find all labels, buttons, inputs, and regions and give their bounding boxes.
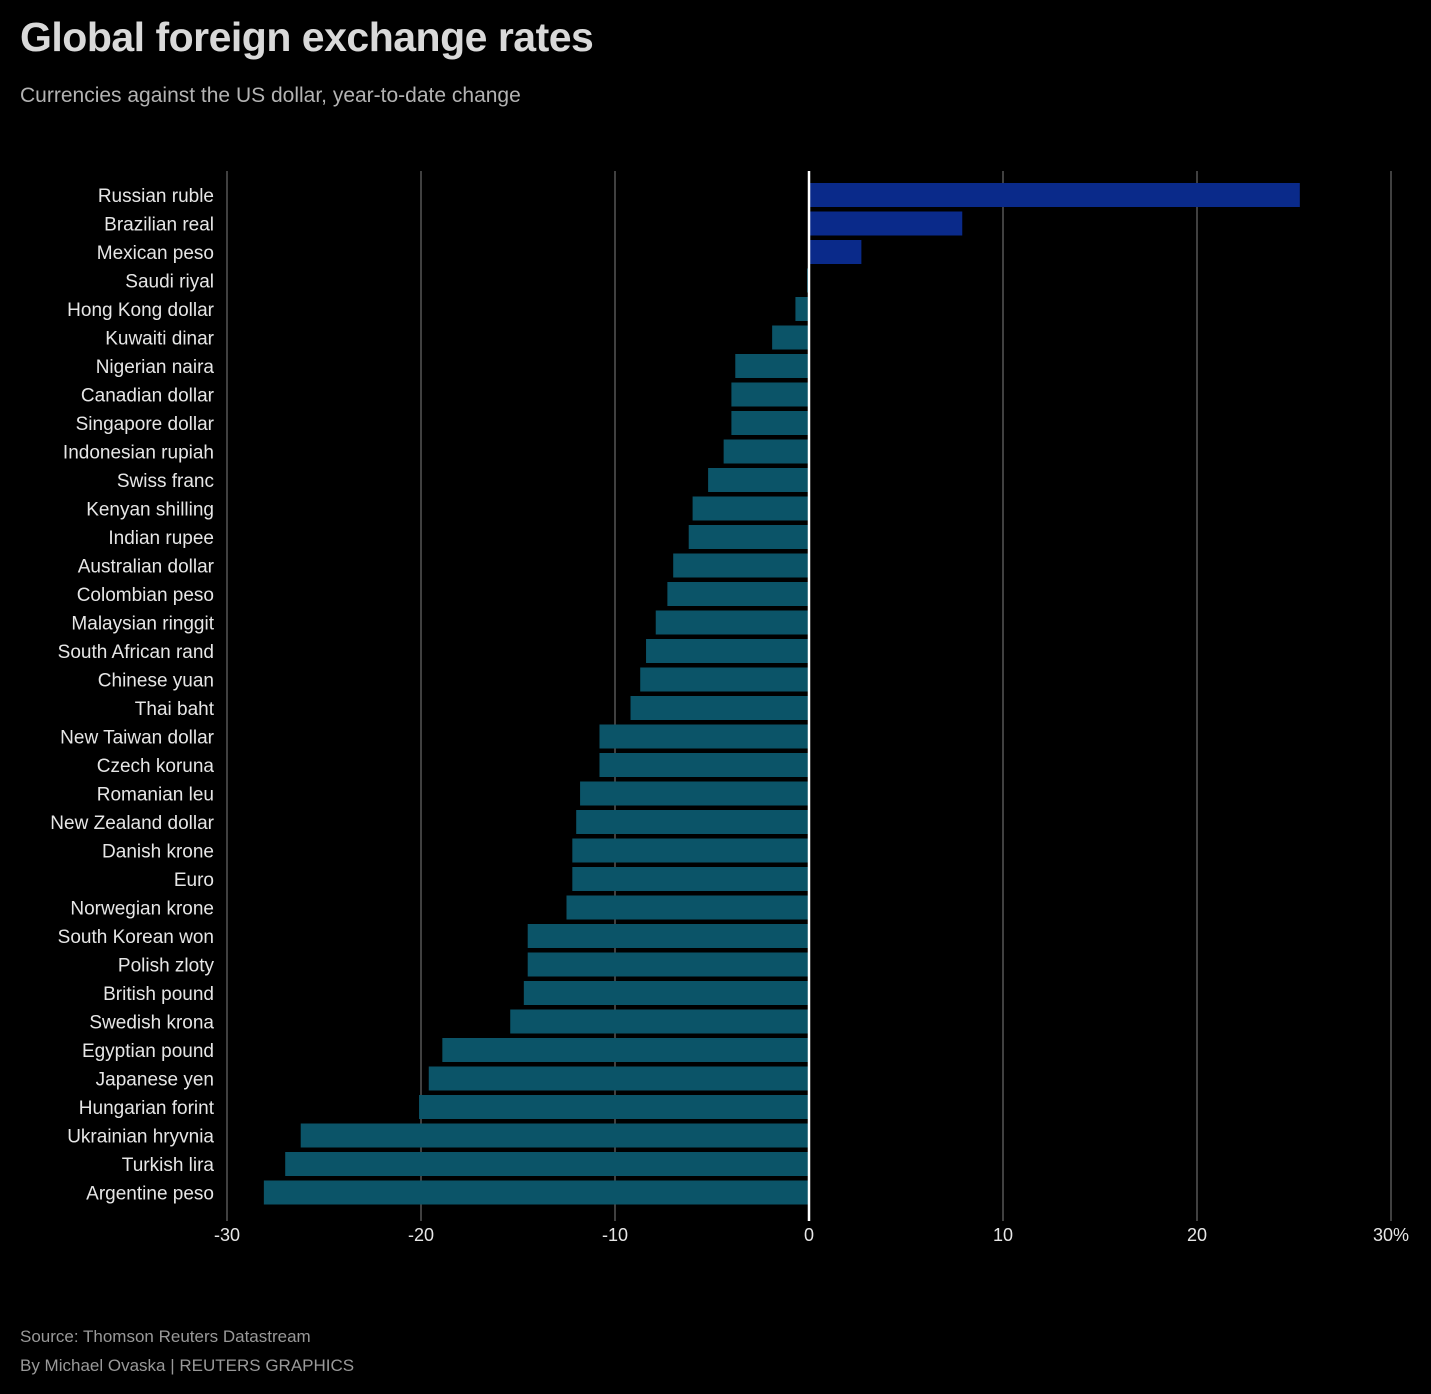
category-label: Kuwaiti dinar — [105, 329, 214, 350]
bar — [442, 1038, 809, 1062]
category-label: Egyptian pound — [82, 1041, 214, 1062]
x-tick-label: -20 — [408, 1225, 434, 1245]
category-label: Ukrainian hryvnia — [67, 1127, 214, 1148]
category-label: Saudi riyal — [125, 272, 214, 293]
category-label: New Zealand dollar — [50, 813, 214, 834]
category-label: Swiss franc — [117, 471, 214, 492]
category-label: Polish zloty — [118, 956, 215, 977]
bar — [735, 354, 809, 378]
x-tick-label: -10 — [602, 1225, 628, 1245]
bar — [599, 753, 809, 777]
byline-note: By Michael Ovaska | REUTERS GRAPHICS — [20, 1356, 355, 1375]
gridlines — [226, 171, 1392, 1221]
source-note: Source: Thomson Reuters Datastream — [20, 1327, 311, 1346]
category-label: Indian rupee — [108, 528, 214, 549]
category-label: Japanese yen — [96, 1070, 214, 1091]
bar — [655, 610, 809, 635]
bar-chart: Russian ruble Brazilian real Mexican peso S… — [50, 171, 1409, 1245]
bar — [667, 582, 809, 606]
category-label: Brazilian real — [104, 215, 214, 236]
category-label: Swedish krona — [89, 1013, 214, 1034]
category-label: Danish krone — [102, 842, 214, 863]
bar — [285, 1152, 809, 1176]
bar — [300, 1123, 809, 1148]
category-label: Russian ruble — [98, 186, 214, 207]
x-tick-label: 30% — [1373, 1225, 1409, 1245]
bar — [809, 183, 1300, 207]
bar — [566, 895, 809, 920]
bar — [263, 1180, 809, 1205]
bar — [630, 696, 809, 720]
category-label: South Korean won — [58, 927, 214, 948]
category-label: South African rand — [58, 642, 214, 663]
category-label: Kenyan shilling — [86, 500, 214, 521]
bar — [572, 838, 809, 863]
category-label: Hong Kong dollar — [67, 300, 214, 321]
x-tick-label: 10 — [993, 1225, 1013, 1245]
category-label: Romanian leu — [97, 785, 214, 806]
category-label: Malaysian ringgit — [71, 614, 214, 635]
category-label: Turkish lira — [122, 1155, 215, 1176]
category-label: Czech koruna — [97, 756, 215, 777]
bar — [419, 1095, 809, 1119]
category-label: Mexican peso — [97, 243, 214, 264]
category-label: Singapore dollar — [76, 414, 215, 435]
bar — [708, 468, 809, 492]
bar — [795, 297, 809, 321]
chart-subtitle: Currencies against the US dollar, year-t… — [20, 84, 521, 107]
category-label: Euro — [174, 870, 214, 891]
bar — [599, 724, 809, 749]
category-labels: Russian ruble Brazilian real Mexican peso S… — [50, 186, 214, 1205]
category-label: British pound — [103, 984, 214, 1005]
bar — [523, 981, 809, 1005]
category-label: Australian dollar — [78, 557, 215, 578]
bar — [692, 496, 809, 521]
bar — [527, 924, 809, 948]
bar — [527, 952, 809, 977]
x-tick-label: -30 — [214, 1225, 240, 1245]
category-label: Nigerian naira — [96, 357, 215, 378]
bar — [576, 810, 809, 834]
category-label: Canadian dollar — [81, 386, 215, 407]
bar — [673, 553, 809, 578]
bar — [510, 1009, 809, 1034]
category-label: Chinese yuan — [98, 671, 214, 692]
category-label: Colombian peso — [77, 585, 214, 606]
category-label: Argentine peso — [86, 1184, 214, 1205]
x-tick-label: 0 — [804, 1225, 814, 1245]
category-label: Norwegian krone — [70, 899, 214, 920]
bar — [646, 639, 809, 663]
category-label: Hungarian forint — [79, 1098, 215, 1119]
chart-title: Global foreign exchange rates — [20, 14, 594, 60]
category-label: Indonesian rupiah — [63, 443, 214, 464]
bar — [772, 325, 809, 350]
bar — [809, 240, 862, 264]
bar — [428, 1066, 809, 1091]
x-tick-label: 20 — [1187, 1225, 1207, 1245]
bars — [263, 183, 1300, 1205]
bar — [731, 382, 809, 407]
bar — [809, 211, 963, 236]
bar — [688, 525, 809, 549]
category-label: New Taiwan dollar — [60, 728, 215, 749]
category-label: Thai baht — [135, 699, 215, 720]
bar — [640, 667, 809, 692]
bar — [580, 781, 809, 806]
bar — [723, 439, 809, 464]
bar — [572, 867, 809, 891]
x-axis-ticks: -30 -20 -10 0 10 20 30% — [214, 1225, 1409, 1245]
bar — [731, 411, 809, 435]
